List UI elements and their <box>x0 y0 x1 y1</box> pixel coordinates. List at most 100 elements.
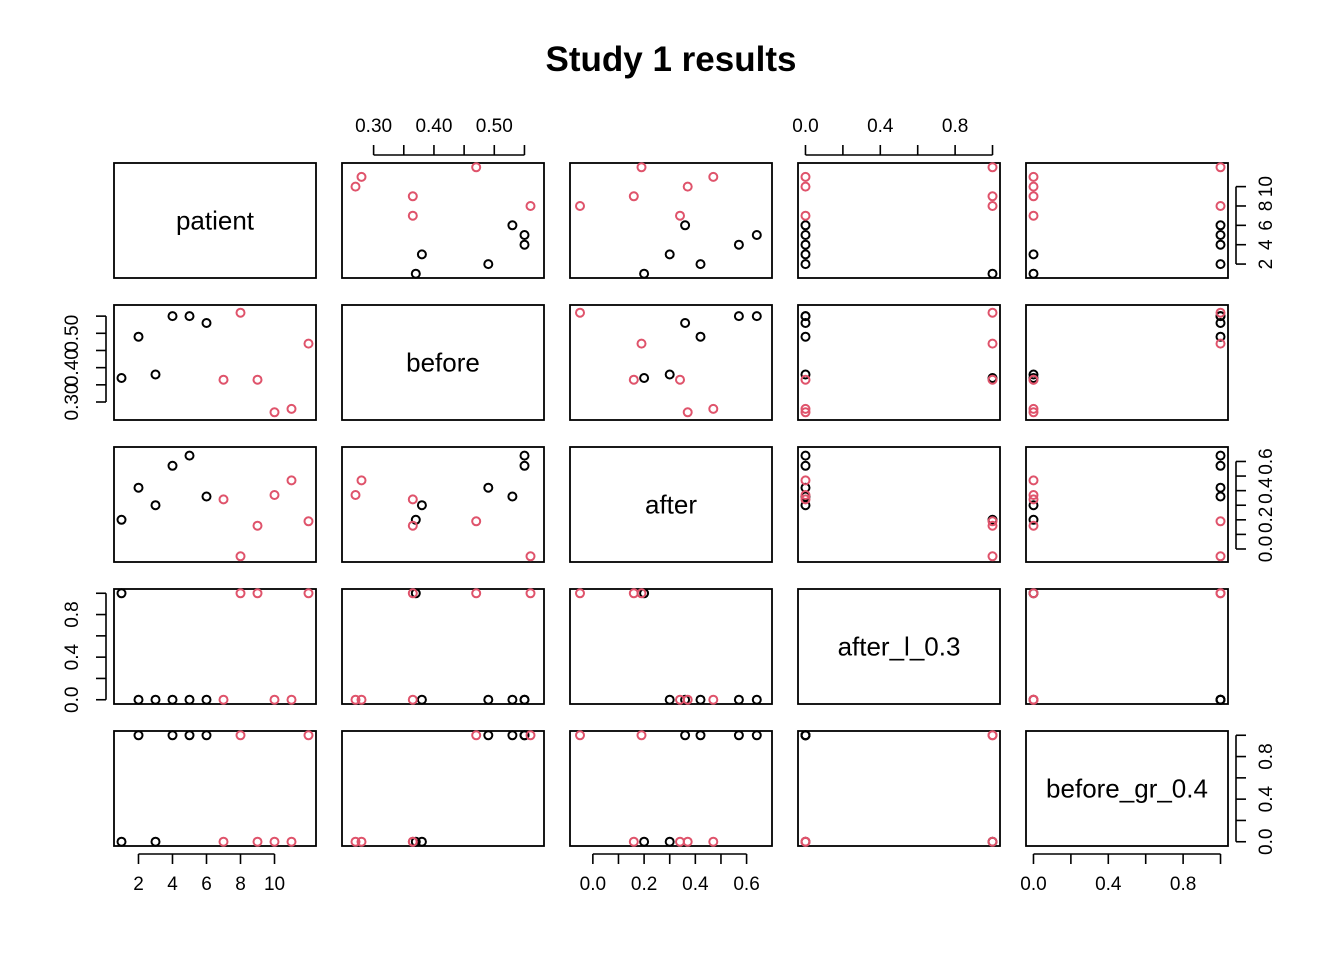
point-patient-5 <box>184 730 195 741</box>
point-patient-10 <box>682 407 693 418</box>
tick-label: 2 <box>1256 259 1277 270</box>
panel-frame <box>341 162 545 279</box>
tick-label: 8 <box>1256 201 1277 212</box>
point-patient-9 <box>407 836 418 847</box>
point-patient-6 <box>800 318 811 328</box>
point-patient-2 <box>1215 259 1226 270</box>
point-patient-7 <box>218 836 229 847</box>
point-patient-10 <box>1028 490 1039 500</box>
point-patient-3 <box>664 836 675 847</box>
panel-before_gr_0.4-vs-after <box>569 730 773 847</box>
x-axis-bottom-after: 0.0 0.2 0.4 0.6 <box>580 853 760 895</box>
point-patient-2 <box>133 482 144 493</box>
panel-after_l_0.3-vs-before <box>341 588 545 705</box>
point-patient-9 <box>1028 520 1039 531</box>
tick-label: 0.0 <box>1256 829 1277 855</box>
panel-before-vs-after_l_0.3 <box>797 304 1001 421</box>
point-patient-10 <box>350 836 361 847</box>
point-patient-8 <box>525 201 536 211</box>
point-patient-10 <box>269 694 280 705</box>
panel-frame <box>797 588 1001 705</box>
point-patient-5 <box>751 694 762 705</box>
x-axis-bottom-patient: 2 4 6 8 10 <box>133 853 285 895</box>
panel-frame <box>1025 162 1229 279</box>
panel-frame <box>113 304 317 421</box>
panel-frame <box>569 446 773 563</box>
diagonal-label-patient: patient <box>176 206 255 236</box>
y-axis-left-after_l_0.3: 0.0 0.4 0.8 <box>62 592 107 713</box>
point-patient-8 <box>235 307 246 318</box>
point-patient-1 <box>639 373 650 383</box>
panel-after_l_0.3-vs-patient <box>113 588 317 705</box>
point-patient-9 <box>252 836 263 847</box>
panel-patient-vs-before_gr_0.4 <box>1025 162 1229 279</box>
point-patient-3 <box>1028 249 1039 260</box>
point-patient-4 <box>1215 239 1226 250</box>
point-patient-11 <box>286 694 297 705</box>
point-patient-6 <box>507 694 518 705</box>
point-patient-4 <box>519 460 530 471</box>
point-patient-12 <box>987 162 998 173</box>
point-patient-8 <box>1215 307 1226 318</box>
panel-frame <box>1025 588 1229 705</box>
point-patient-2 <box>133 694 144 705</box>
point-patient-6 <box>1215 491 1226 502</box>
point-patient-2 <box>483 694 494 705</box>
point-patient-8 <box>987 307 998 318</box>
x-axis-top-before: 0.30 0.40 0.50 <box>355 116 526 156</box>
tick-label: 0.6 <box>733 874 759 895</box>
y-axis-left-before: 0.300.400.50 <box>62 315 107 420</box>
point-patient-9 <box>252 588 263 599</box>
point-patient-4 <box>167 460 178 471</box>
point-patient-6 <box>800 220 811 231</box>
point-patient-3 <box>664 249 675 260</box>
point-patient-5 <box>184 311 195 322</box>
point-patient-7 <box>800 210 811 221</box>
panel-frame <box>1025 446 1229 563</box>
panel-before_gr_0.4-vs-after_l_0.3 <box>797 730 1001 847</box>
point-patient-9 <box>987 520 998 531</box>
panel-frame <box>797 446 1001 563</box>
point-patient-11 <box>708 836 719 847</box>
point-patient-10 <box>350 490 361 500</box>
point-patient-10 <box>682 836 693 847</box>
panel-frame <box>569 162 773 279</box>
tick-label: 10 <box>264 874 285 895</box>
point-patient-10 <box>682 181 693 192</box>
point-patient-4 <box>733 730 744 741</box>
point-patient-11 <box>708 694 719 705</box>
point-patient-12 <box>303 588 314 599</box>
y-axis-right-patient: 2 4 6 8 10 <box>1235 176 1277 270</box>
point-patient-9 <box>1028 374 1039 385</box>
point-patient-7 <box>407 694 418 705</box>
point-patient-11 <box>286 403 297 414</box>
point-patient-4 <box>1215 460 1226 471</box>
point-patient-8 <box>575 307 585 318</box>
point-patient-11 <box>800 171 811 182</box>
point-patient-12 <box>636 162 647 173</box>
point-patient-8 <box>1215 551 1226 562</box>
point-patient-10 <box>1028 407 1039 418</box>
point-patient-12 <box>471 162 482 173</box>
point-patient-3 <box>1028 500 1039 511</box>
point-patient-6 <box>507 220 518 231</box>
tick-label: 0.4 <box>682 874 709 895</box>
point-patient-7 <box>218 374 229 385</box>
chart-title: Study 1 results <box>546 40 797 79</box>
point-patient-12 <box>1215 588 1226 599</box>
point-patient-5 <box>519 450 530 461</box>
point-patient-1 <box>1028 268 1039 279</box>
point-patient-12 <box>987 516 998 527</box>
panel-before_gr_0.4-vs-before <box>341 730 545 847</box>
diagonal-label-before: before <box>406 348 480 378</box>
point-patient-11 <box>356 171 367 182</box>
point-patient-12 <box>471 588 482 599</box>
point-patient-5 <box>751 230 762 240</box>
point-patient-2 <box>800 331 811 342</box>
panel-before-vs-before: before <box>341 304 545 421</box>
panel-frame <box>797 304 1001 421</box>
point-patient-9 <box>987 836 998 847</box>
point-patient-1 <box>987 268 998 279</box>
point-patient-12 <box>636 338 647 349</box>
